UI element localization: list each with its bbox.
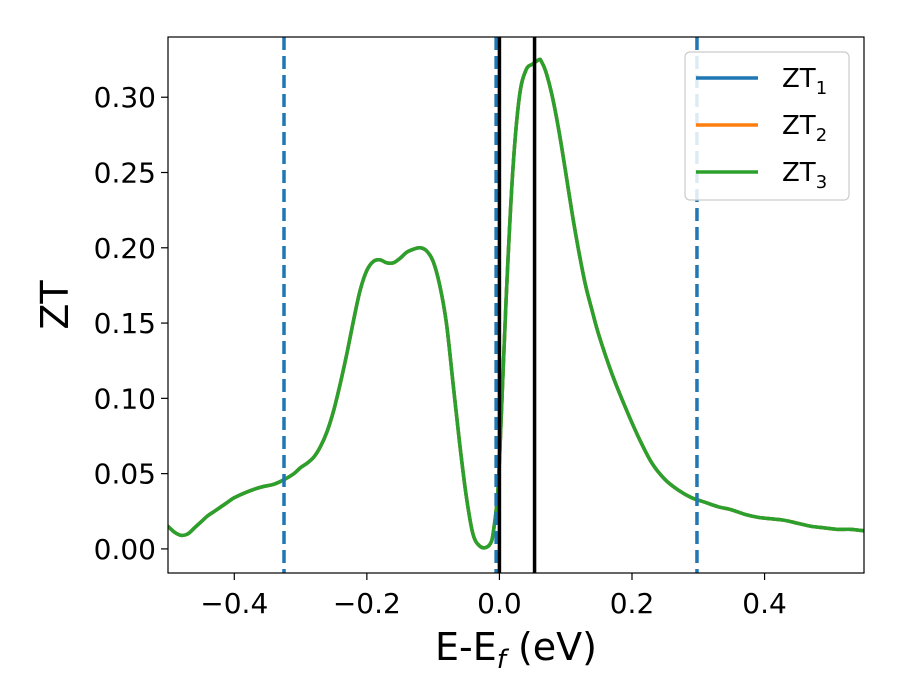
y-tick-label: 0.20 <box>94 232 156 265</box>
x-tick-label: −0.4 <box>200 587 268 620</box>
x-axis-ticks: −0.4 −0.2 0.0 0.2 0.4 <box>200 573 787 620</box>
legend-label-zt1: ZT1 <box>782 64 827 99</box>
legend-box <box>684 51 850 201</box>
x-tick-label: 0.4 <box>742 587 787 620</box>
x-tick-label: 0.0 <box>477 587 522 620</box>
y-tick-label: 0.05 <box>94 458 156 491</box>
legend-label-zt3: ZT3 <box>782 158 827 193</box>
x-tick-label: 0.2 <box>610 587 655 620</box>
plot-frame <box>167 36 865 574</box>
y-tick-label: 0.25 <box>94 157 156 190</box>
x-axis-title: E-Ef (eV) <box>435 625 597 675</box>
x-axis-title-main: E-E <box>435 625 497 669</box>
plot-layer <box>168 37 864 573</box>
y-tick-label: 0.00 <box>94 533 156 566</box>
x-axis-title-unit: (eV) <box>506 625 597 669</box>
legend: ZT1 ZT2 ZT3 <box>684 51 850 201</box>
legend-items: ZT1 ZT2 ZT3 <box>696 64 827 193</box>
y-tick-label: 0.30 <box>94 81 156 114</box>
legend-label-zt2: ZT2 <box>782 111 827 146</box>
y-tick-label: 0.15 <box>94 307 156 340</box>
x-tick-label: −0.2 <box>333 587 401 620</box>
y-tick-label: 0.10 <box>94 382 156 415</box>
y-axis-ticks: 0.00 0.05 0.10 0.15 0.20 0.25 0.30 <box>94 81 168 566</box>
y-axis-title: ZT <box>33 280 77 330</box>
